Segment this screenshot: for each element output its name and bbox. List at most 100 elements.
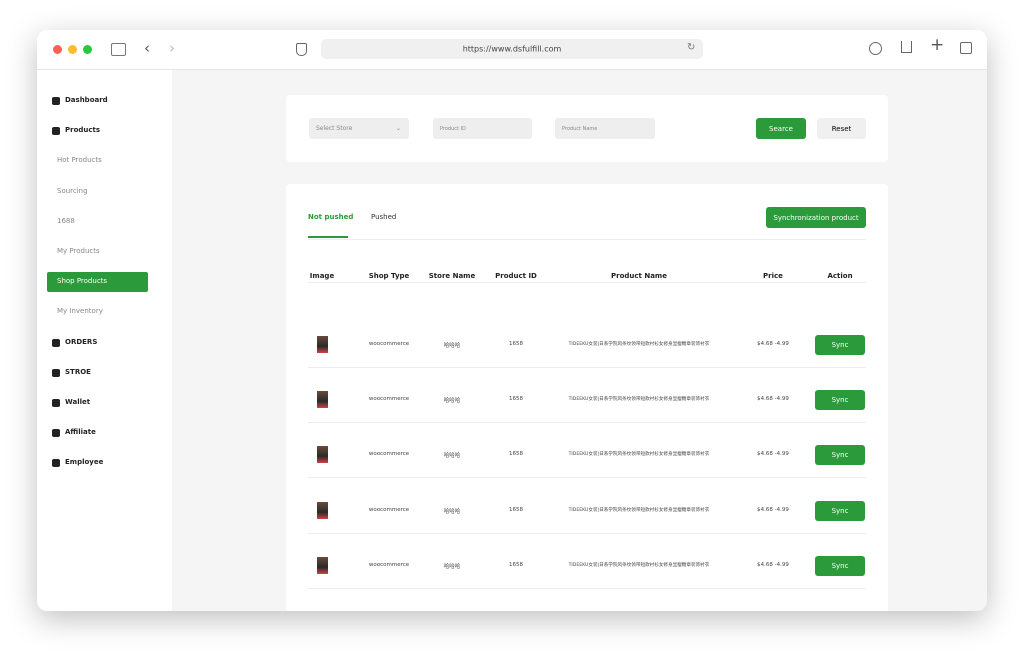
row-divider	[308, 477, 866, 479]
cell: $4.68 -4.99	[757, 506, 789, 513]
sync-button[interactable]: Sync	[815, 390, 865, 411]
nav-item[interactable]: Dashboard	[65, 96, 108, 104]
reload[interactable]: ↻	[687, 42, 696, 53]
cell: TIDEEKU女装|日系学院风条纹领带短款衬衫女修身显瘦糖章装饰衬衣	[568, 452, 710, 458]
sync-button[interactable]: Sync	[815, 445, 865, 466]
address-bar[interactable]: https://www.dsfulfill.com ↻	[321, 39, 703, 59]
sidebar: Dashboard Products Hot Products Sourcing 168…	[37, 70, 172, 611]
new-tab[interactable]: +	[930, 35, 945, 55]
row-divider	[308, 532, 866, 534]
nav-icon	[52, 429, 60, 438]
cell: TIDEEKU女装|日系学院风条纹领带短款衬衫女修身显瘦糖章装饰衬衣	[568, 507, 710, 513]
divider	[308, 239, 866, 240]
product-image	[317, 446, 328, 464]
cell: 1658	[509, 451, 523, 458]
product-id-placeholder: Product ID	[440, 125, 466, 132]
tab-active[interactable]: Not pushed	[308, 213, 354, 221]
nav-item[interactable]: My Products	[57, 247, 100, 255]
product-image	[317, 391, 328, 409]
sync-button[interactable]: Sync	[815, 500, 865, 521]
tabs[interactable]	[960, 42, 972, 54]
cell: TIDEEKU女装|日系学院风条纹领带短款衬衫女修身显瘦糖章装饰衬衣	[568, 342, 710, 347]
cell: 1658	[509, 396, 523, 403]
column-header: Action	[827, 272, 853, 280]
header-divider	[308, 282, 866, 283]
nav-item[interactable]: My Inventory	[57, 307, 103, 316]
nav-icon	[52, 97, 60, 105]
column-header: Image	[309, 272, 335, 280]
zoom[interactable]	[83, 45, 92, 54]
cell: $4.68 -4.99	[757, 451, 789, 458]
cell: 1658	[509, 506, 523, 513]
nav-item[interactable]: Employee	[65, 458, 104, 467]
sync-button[interactable]: Sync	[815, 555, 865, 576]
nav-item[interactable]: Products	[65, 126, 101, 135]
sidebar-toggle[interactable]	[111, 43, 126, 56]
store-placeholder: Select Store	[316, 125, 353, 132]
column-header: Price	[763, 272, 783, 280]
cell: TIDEEKU女装|日系学院风条纹领带短款衬衫女修身显瘦糖章装饰衬衣	[568, 562, 710, 568]
cell: woocommerce	[368, 341, 410, 347]
cell: $4.68 -4.99	[757, 396, 789, 403]
nav-icon	[52, 399, 60, 407]
product-image	[317, 336, 328, 353]
sync-all-button[interactable]: Synchronization product	[766, 207, 866, 228]
nav-label: Shop Products	[57, 277, 108, 286]
table-card: Not pushed Pushed Synchronization produc…	[286, 184, 888, 611]
toolbar: ‹ › https://www.dsfulfill.com ↻ +	[37, 30, 987, 70]
cell: woocommerce	[368, 396, 410, 403]
nav-item-active[interactable]: Shop Products	[47, 272, 148, 293]
row-divider	[308, 587, 866, 589]
nav-icon	[52, 459, 60, 468]
url: https://www.dsfulfill.com	[462, 44, 562, 54]
product-image	[317, 501, 328, 519]
sync-button[interactable]: Sync	[815, 335, 865, 355]
product-id-input[interactable]: Product ID	[433, 118, 532, 139]
cell: 哈哈哈	[443, 453, 461, 460]
cell: 哈哈哈	[443, 508, 461, 515]
cell: 1658	[509, 341, 523, 347]
cell: TIDEEKU女装|日系学院风条纹领带短款衬衫女修身显瘦糖章装饰衬衣	[568, 397, 710, 403]
cell: woocommerce	[368, 451, 410, 458]
cell: 1658	[509, 561, 523, 568]
product-name-input[interactable]: Product Name	[555, 118, 655, 139]
filter-card: Select Store ⌄ Product ID Product Name Se…	[286, 95, 888, 162]
cell: woocommerce	[368, 506, 410, 513]
shield[interactable]	[296, 43, 307, 56]
row-divider	[308, 367, 866, 368]
nav-item[interactable]: 1688	[57, 216, 75, 225]
nav-item[interactable]: Sourcing	[57, 186, 88, 195]
nav-item[interactable]: STROE	[65, 367, 91, 376]
product-name-placeholder: Product Name	[562, 125, 598, 132]
nav-item[interactable]: Wallet	[65, 398, 91, 406]
cell: $4.68 -4.99	[757, 561, 789, 568]
cell: 哈哈哈	[443, 343, 461, 349]
cell: 哈哈哈	[443, 563, 461, 570]
nav-item[interactable]: ORDERS	[65, 337, 98, 346]
store-select[interactable]: Select Store ⌄	[309, 118, 409, 139]
minimize[interactable]	[68, 45, 77, 54]
forward[interactable]: ›	[169, 39, 175, 57]
product-image	[317, 556, 328, 574]
share[interactable]	[901, 41, 912, 53]
column-header: Shop Type	[368, 272, 410, 280]
cell: 哈哈哈	[443, 398, 461, 405]
column-header: Product Name	[611, 272, 667, 280]
browser-window: ‹ › https://www.dsfulfill.com ↻ + Dashbo…	[37, 30, 987, 611]
nav-icon	[52, 368, 60, 377]
reset-button[interactable]: Reset	[817, 118, 866, 139]
back[interactable]: ‹	[144, 39, 150, 57]
column-header: Store Name	[428, 272, 476, 280]
nav-item[interactable]: Affiliate	[65, 428, 96, 437]
column-header: Product ID	[495, 272, 537, 280]
tab[interactable]: Pushed	[371, 213, 397, 221]
cell: woocommerce	[368, 561, 410, 568]
nav-item[interactable]: Hot Products	[57, 156, 102, 165]
search-button[interactable]: Searce	[756, 118, 806, 139]
row-divider	[308, 422, 866, 424]
tab-underline	[308, 236, 348, 238]
nav-icon	[52, 127, 60, 136]
downloads[interactable]	[869, 42, 882, 55]
close[interactable]	[53, 45, 62, 54]
